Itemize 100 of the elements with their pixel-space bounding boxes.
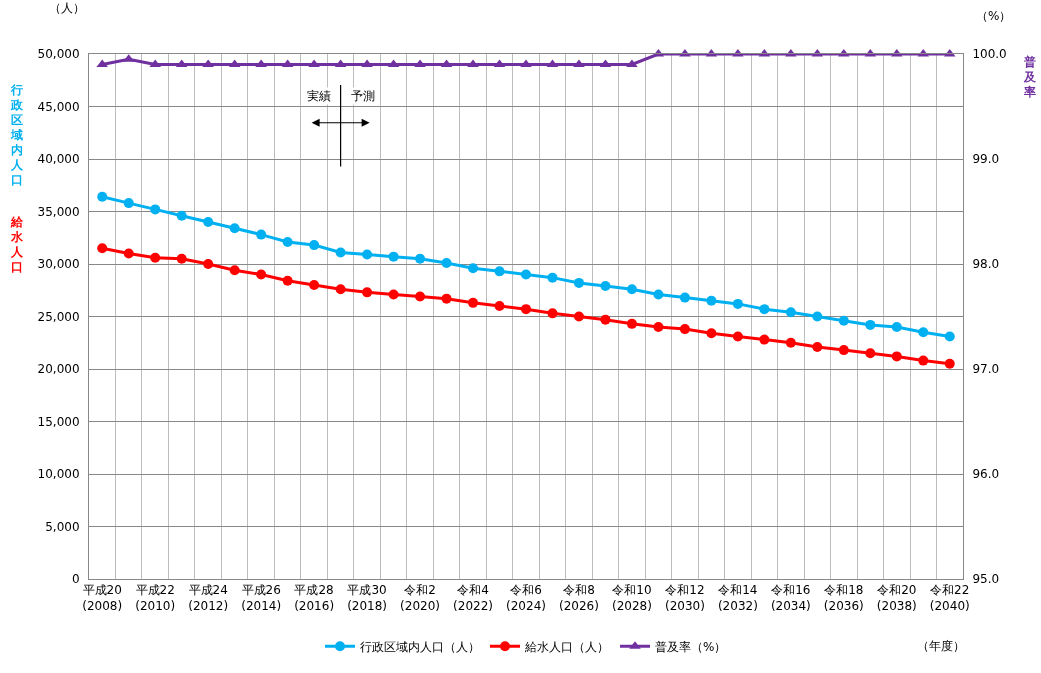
point <box>176 253 187 264</box>
point <box>468 263 479 274</box>
point <box>256 269 267 280</box>
y2-tick-label: 98.0 <box>972 257 1000 272</box>
y-tick-label: 40,000 <box>37 152 80 167</box>
point <box>229 265 240 276</box>
point <box>362 249 373 260</box>
point <box>415 253 426 264</box>
annotation: 予測 <box>351 89 375 103</box>
y-tick-label: 35,000 <box>37 204 80 219</box>
point <box>679 292 690 303</box>
x-tick-label: 平成24 (2012) <box>188 583 229 613</box>
point <box>732 331 743 342</box>
y2-axis-title: 普及率 <box>1024 55 1036 99</box>
point <box>600 314 611 325</box>
x-tick-label: 平成30 (2018) <box>347 583 388 613</box>
point <box>388 251 399 262</box>
point <box>123 248 134 259</box>
point <box>309 240 320 251</box>
point <box>468 297 479 308</box>
text: （人） <box>49 1 85 15</box>
point <box>256 229 267 240</box>
point <box>309 280 320 290</box>
point <box>891 322 902 332</box>
y-tick-label: 5,000 <box>45 519 80 534</box>
point <box>918 327 929 338</box>
y-tick-label: 20,000 <box>37 362 80 377</box>
y2-tick-label: 97.0 <box>972 362 1000 377</box>
annotation: 実績 <box>307 89 331 103</box>
point <box>415 291 426 302</box>
point <box>573 311 584 322</box>
point <box>732 298 743 309</box>
x-tick-label: 平成20 (2008) <box>82 583 123 613</box>
y-tick-label: 15,000 <box>37 414 80 429</box>
y-tick-label: 30,000 <box>37 257 80 272</box>
point <box>547 272 558 283</box>
point <box>123 198 134 209</box>
point <box>176 210 187 221</box>
x-tick-label: 令和12 (2030) <box>664 583 705 613</box>
point <box>441 257 452 268</box>
x-tick-label: 平成22 (2010) <box>135 583 176 613</box>
legend-label: 行政区域内人口（人） <box>360 639 480 654</box>
point <box>944 358 955 369</box>
point <box>785 307 796 318</box>
x-tick-label: 令和22 (2040) <box>929 583 970 613</box>
point <box>706 295 717 306</box>
point <box>865 348 876 359</box>
point <box>97 243 108 254</box>
y2-tick-label: 99.0 <box>972 152 1000 167</box>
point <box>150 204 161 215</box>
y-tick-label: 25,000 <box>37 309 80 324</box>
y-axis-title: 行政区域内人口 <box>11 83 23 187</box>
point <box>282 275 293 286</box>
x-tick-label: 令和10 (2028) <box>611 583 652 613</box>
x-tick-label: 令和4 (2022) <box>453 583 493 613</box>
text: （年度） <box>917 639 965 653</box>
point <box>335 284 346 295</box>
point <box>494 301 505 311</box>
point <box>759 334 770 345</box>
point <box>865 319 876 330</box>
point <box>626 318 637 329</box>
point <box>335 247 346 258</box>
point <box>203 217 214 227</box>
point <box>679 324 690 335</box>
text: （%） <box>976 9 1012 23</box>
point <box>918 355 929 366</box>
point <box>573 277 584 288</box>
point <box>759 304 770 315</box>
point <box>494 266 505 277</box>
point <box>521 304 531 315</box>
point <box>626 284 637 295</box>
x-tick-label: 令和18 (2036) <box>823 583 864 613</box>
point <box>838 315 849 326</box>
point <box>891 351 902 362</box>
point <box>282 236 293 247</box>
legend-label: 普及率（%） <box>655 639 727 654</box>
point <box>812 341 823 352</box>
point <box>547 308 558 319</box>
point <box>229 223 240 234</box>
legend-label: 給水人口（人） <box>524 639 609 654</box>
x-tick-label: 平成28 (2016) <box>294 583 335 613</box>
x-tick-label: 令和14 (2032) <box>717 583 758 613</box>
point <box>838 345 849 356</box>
point <box>600 281 611 292</box>
text: 給水人口 <box>11 215 23 274</box>
point <box>203 259 214 269</box>
x-tick-label: 令和2 (2020) <box>400 583 441 613</box>
point <box>785 337 796 348</box>
y-tick-label: 10,000 <box>37 467 80 482</box>
y2-tick-label: 100.0 <box>972 47 1007 62</box>
x-tick-label: 平成26 (2014) <box>241 583 282 613</box>
point <box>706 328 717 339</box>
point <box>150 252 161 263</box>
point <box>441 293 452 304</box>
y-tick-label: 50,000 <box>37 47 80 62</box>
point <box>362 287 373 298</box>
y-tick-label: 45,000 <box>37 99 80 114</box>
y-tick-label: 0 <box>71 572 80 587</box>
point <box>653 289 664 300</box>
point <box>653 322 664 332</box>
